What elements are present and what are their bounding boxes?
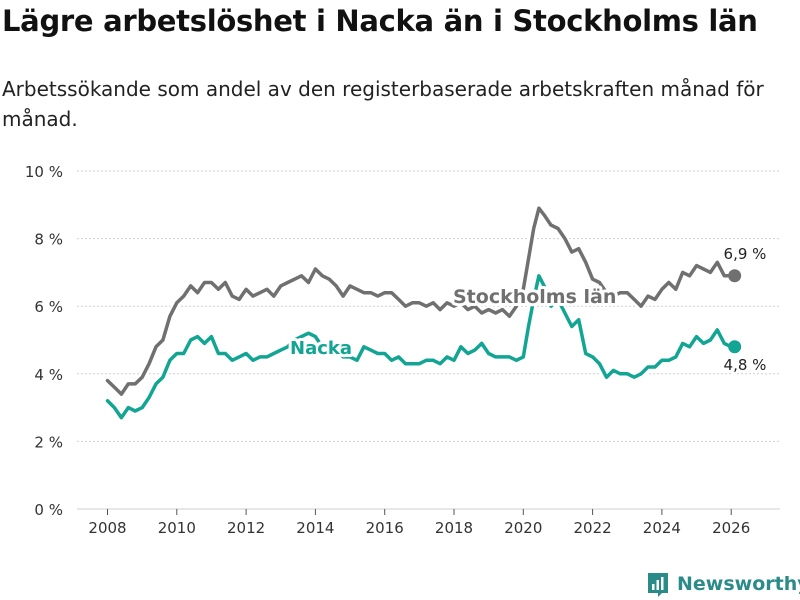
y-tick-label: 10 % <box>25 163 63 181</box>
y-tick-label: 6 % <box>34 298 63 316</box>
chart-title: Lägre arbetslöshet i Nacka än i Stockhol… <box>2 4 758 38</box>
series-line <box>105 206 737 396</box>
x-tick-label: 2024 <box>643 519 681 537</box>
x-tick-label: 2012 <box>227 519 265 537</box>
x-tick-label: 2016 <box>366 519 404 537</box>
x-tick-label: 2008 <box>88 519 126 537</box>
chart-subtitle: Arbetssökande som andel av den registerb… <box>2 77 764 131</box>
series-end-point <box>728 340 742 354</box>
x-tick-label: 2014 <box>296 519 334 537</box>
newsworthy-logo-icon <box>648 573 668 597</box>
brand-name: Newsworthy <box>677 573 800 595</box>
x-tick-label: 2018 <box>435 519 473 537</box>
x-tick-label: 2020 <box>504 519 542 537</box>
x-tick-label: 2010 <box>158 519 196 537</box>
x-tick-label: 2026 <box>712 519 750 537</box>
series-label-stockholm-halo: Stockholms län <box>453 286 616 308</box>
series-line-halo <box>103 271 739 422</box>
end-label-stockholm: 6,9 % <box>724 245 767 263</box>
y-tick-label: 2 % <box>34 433 63 451</box>
end-label-nacka-halo: 4,8 % <box>724 356 767 374</box>
series-end-point <box>728 269 742 283</box>
end-label-stockholm-halo: 6,9 % <box>724 245 767 263</box>
y-tick-label: 4 % <box>34 366 63 384</box>
series-line <box>105 274 737 420</box>
x-tick-label: 2022 <box>574 519 612 537</box>
y-tick-label: 8 % <box>34 231 63 249</box>
series-label-nacka-halo: Nacka <box>290 338 352 359</box>
series-label-nacka: Nacka <box>290 338 352 359</box>
brand-logo: Newsworthy <box>646 570 800 598</box>
y-tick-label: 0 % <box>34 501 63 519</box>
series-label-stockholm: Stockholms län <box>453 286 616 308</box>
end-label-nacka: 4,8 % <box>724 356 767 374</box>
